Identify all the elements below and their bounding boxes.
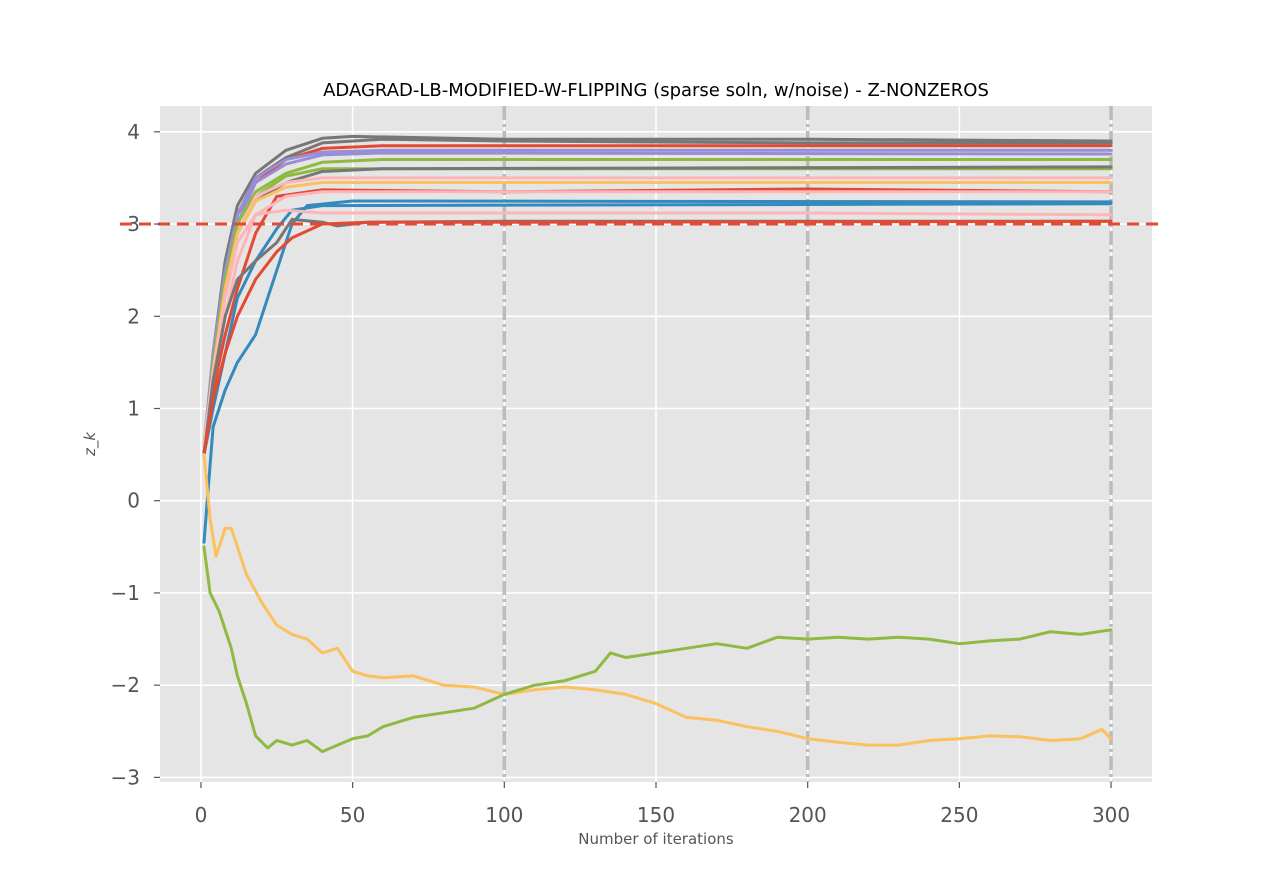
y-tick-label: −2 bbox=[111, 673, 140, 697]
x-tick-label: 300 bbox=[1092, 803, 1130, 827]
y-tick-label: 0 bbox=[127, 489, 140, 513]
x-tick-label: 50 bbox=[340, 803, 365, 827]
y-axis-label: z_k bbox=[81, 431, 100, 457]
x-tick-label: 250 bbox=[940, 803, 978, 827]
x-tick-label: 100 bbox=[485, 803, 523, 827]
series-line-15 bbox=[202, 208, 1113, 447]
y-tick-label: 3 bbox=[127, 212, 140, 236]
y-tick-label: −3 bbox=[111, 765, 140, 789]
series-line-18 bbox=[202, 453, 1113, 747]
vertical-markers bbox=[502, 106, 1113, 782]
series-line-19 bbox=[202, 545, 1113, 754]
y-tick-label: 4 bbox=[127, 120, 140, 144]
y-tick-label: 2 bbox=[127, 304, 140, 328]
series-line-13 bbox=[202, 199, 1113, 544]
x-tick-label: 200 bbox=[789, 803, 827, 827]
chart-title: ADAGRAD-LB-MODIFIED-W-FLIPPING (sparse s… bbox=[323, 80, 989, 101]
series-lines bbox=[202, 134, 1113, 754]
x-tick-label: 0 bbox=[195, 803, 208, 827]
axis-ticks: 0 50 100 150 200 250 300 −3 −2 −1 0 1 2 3 4 bbox=[111, 120, 1131, 827]
x-axis-label: Number of iterations bbox=[578, 830, 734, 848]
series-line-17 bbox=[202, 219, 1113, 457]
y-tick-label: −1 bbox=[111, 581, 140, 605]
y-tick-label: 1 bbox=[127, 396, 140, 420]
x-tick-label: 150 bbox=[637, 803, 675, 827]
